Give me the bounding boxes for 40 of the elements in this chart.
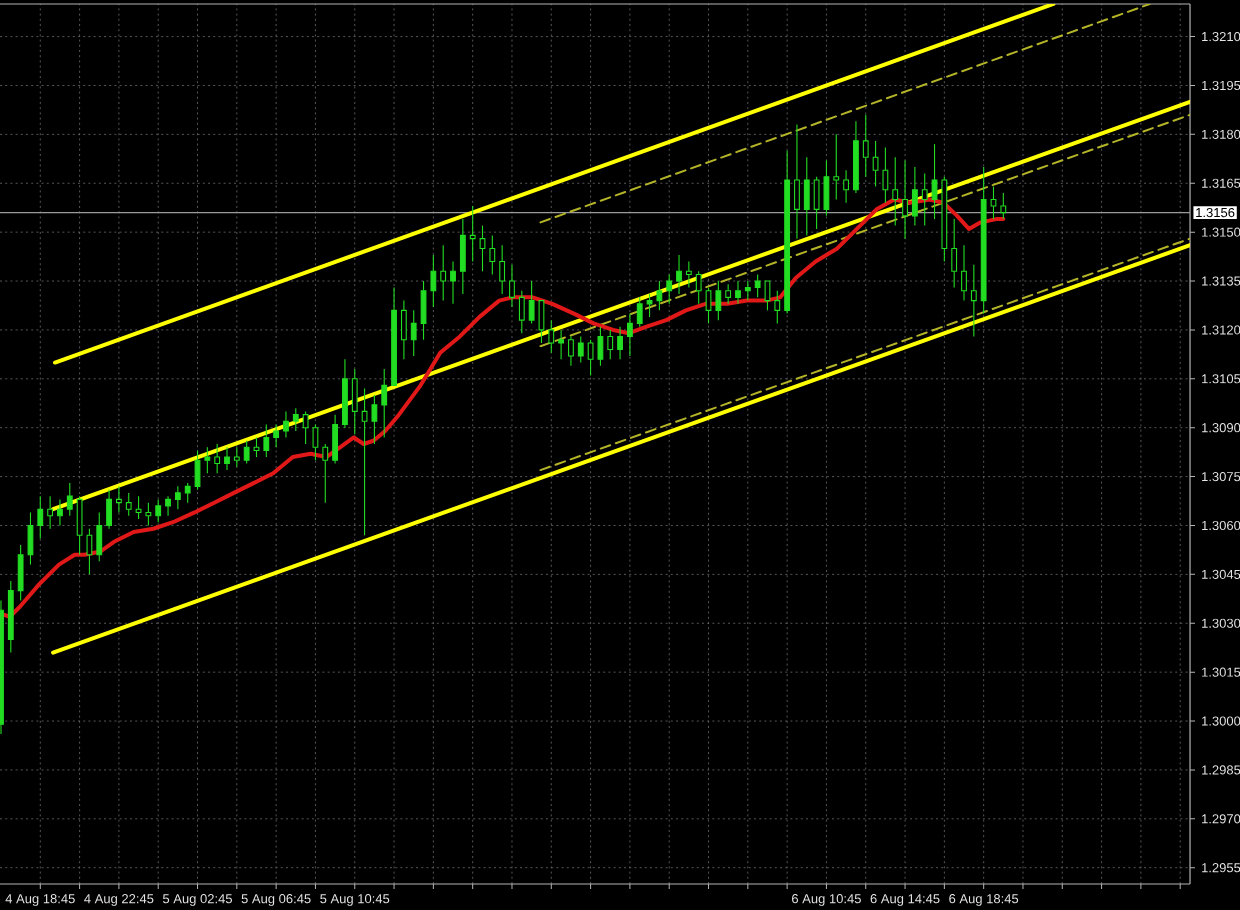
candlestick	[558, 329, 565, 360]
candlestick	[921, 172, 928, 227]
candlestick	[695, 270, 702, 305]
candlestick	[174, 485, 181, 510]
candlestick	[165, 495, 171, 517]
candlestick	[273, 423, 280, 448]
candlestick	[7, 580, 14, 654]
candlestick	[342, 358, 348, 429]
candlestick	[803, 156, 810, 236]
candlestick	[862, 114, 869, 178]
candlestick	[911, 166, 918, 227]
candlestick	[902, 159, 908, 240]
candlestick	[400, 300, 407, 360]
candlestick	[961, 244, 967, 302]
candlestick	[106, 489, 112, 530]
candlestick	[833, 133, 840, 201]
candlestick	[843, 169, 849, 204]
candlestick	[116, 485, 122, 513]
candlestick	[892, 156, 899, 227]
candlestick	[351, 368, 358, 435]
candlestick	[450, 260, 456, 305]
candlestick	[676, 254, 682, 295]
candlestick	[744, 280, 751, 302]
candlestick	[440, 244, 447, 302]
candlestick	[626, 313, 633, 357]
candlestick	[224, 446, 230, 471]
candlestick	[784, 150, 791, 315]
candlestick	[509, 264, 515, 308]
candlestick	[332, 414, 338, 465]
candlestick	[970, 264, 977, 337]
candlestick	[568, 335, 574, 367]
candlestick	[283, 410, 289, 439]
candlestick	[794, 124, 800, 240]
candlestick	[617, 326, 623, 360]
candlestick	[57, 498, 63, 527]
candlestick	[685, 260, 692, 289]
candlestick	[37, 495, 44, 540]
candlestick	[47, 495, 54, 530]
candlestick	[853, 120, 859, 194]
candlestick	[735, 280, 741, 305]
